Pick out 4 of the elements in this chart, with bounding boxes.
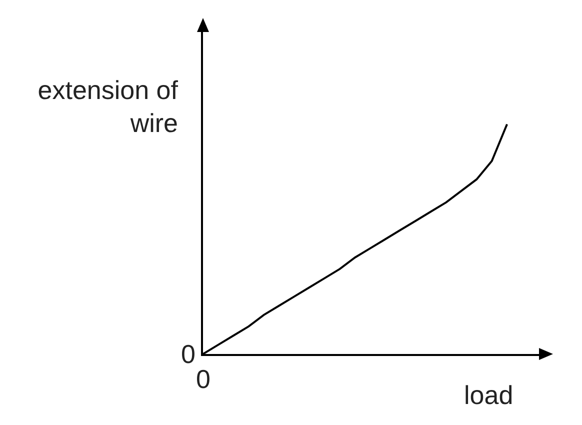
text: 0	[196, 364, 210, 394]
y-axis-title: extension of wire	[36, 74, 178, 139]
text: 0	[181, 339, 196, 369]
x-axis-title: load	[464, 380, 514, 410]
